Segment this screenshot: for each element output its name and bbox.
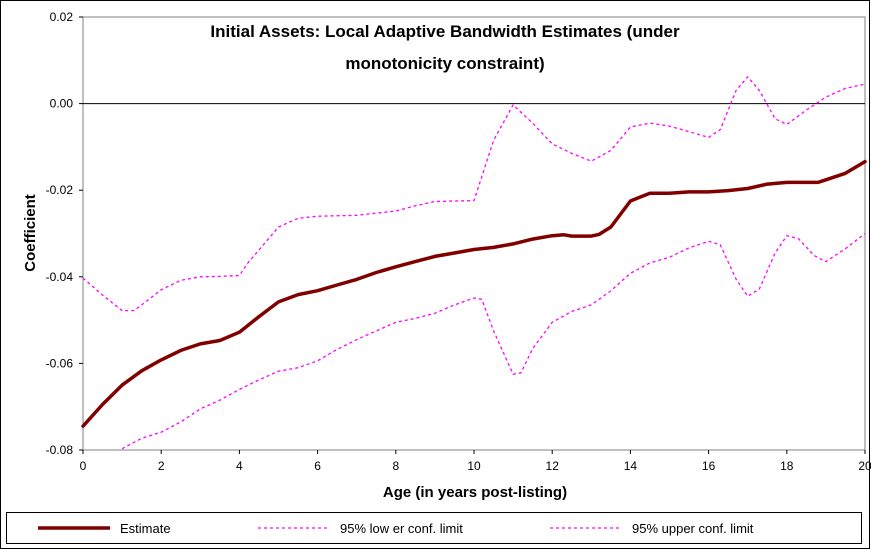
x-tick-label: 10 (467, 459, 481, 473)
chart-title-line-1: Initial Assets: Local Adaptive Bandwidth… (210, 22, 680, 41)
x-tick-label: 6 (314, 459, 321, 473)
y-tick-label: -0.02 (46, 183, 74, 197)
x-tick-label: 20 (858, 459, 871, 473)
y-tick-label: 0.02 (50, 10, 74, 24)
x-tick-label: 12 (546, 459, 560, 473)
legend-label-estimate: Estimate (120, 521, 171, 536)
x-tick-label: 14 (624, 459, 638, 473)
x-tick-label: 16 (702, 459, 716, 473)
y-tick-label: -0.06 (46, 356, 74, 370)
legend-label-lower: 95% low er conf. limit (340, 521, 463, 536)
y-tick-label: -0.08 (46, 443, 74, 457)
legend: Estimate 95% low er conf. limit 95% uppe… (6, 512, 862, 544)
series-line-0 (81, 159, 867, 428)
x-tick-label: 8 (392, 459, 399, 473)
x-tick-label: 2 (158, 459, 165, 473)
legend-label-upper: 95% upper conf. limit (632, 521, 754, 536)
y-tick-label: 0.00 (50, 97, 74, 111)
chart-title-line-2: monotonicity constraint) (345, 54, 544, 73)
x-tick-label: 4 (236, 459, 243, 473)
plot-area (82, 16, 866, 451)
y-axis: 0.02 0.00 -0.02 -0.04 -0.06 -0.08 (46, 10, 83, 457)
x-tick-label: 0 (80, 459, 87, 473)
y-axis-title: Coefficient (22, 194, 39, 272)
x-axis: 0 2 4 6 8 10 12 14 16 18 20 (80, 450, 871, 473)
series-line-1 (121, 232, 866, 450)
legend-box (6, 512, 862, 544)
x-tick-label: 18 (780, 459, 794, 473)
y-tick-label: -0.04 (46, 270, 74, 284)
series-line-2 (82, 76, 866, 312)
x-axis-title: Age (in years post-listing) (383, 484, 567, 501)
series-group (81, 76, 867, 450)
